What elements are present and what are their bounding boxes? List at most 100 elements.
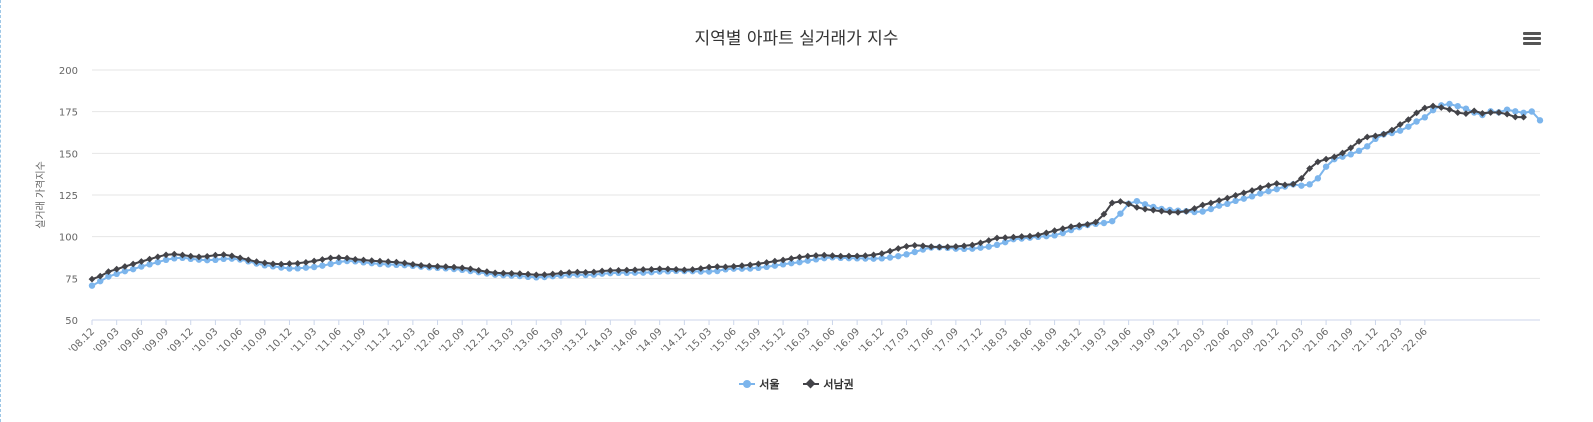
data-point[interactable] [277, 260, 285, 268]
data-point[interactable] [1199, 208, 1206, 215]
data-point[interactable] [878, 250, 886, 257]
data-point[interactable] [212, 251, 219, 259]
data-point[interactable] [886, 247, 894, 255]
data-point[interactable] [310, 257, 318, 265]
data-point[interactable] [648, 265, 655, 273]
data-point[interactable] [1100, 219, 1108, 227]
data-point[interactable] [310, 263, 318, 271]
data-point[interactable] [146, 255, 153, 263]
data-point[interactable] [1215, 197, 1223, 204]
data-point[interactable] [508, 269, 515, 277]
data-point[interactable] [952, 243, 960, 250]
data-point[interactable] [318, 256, 326, 263]
data-point[interactable] [1117, 210, 1124, 217]
data-point[interactable] [1141, 205, 1149, 213]
data-point[interactable] [1528, 108, 1535, 115]
data-point[interactable] [1051, 232, 1058, 239]
data-point[interactable] [829, 252, 836, 260]
data-point[interactable] [895, 252, 902, 260]
data-point[interactable] [319, 262, 326, 269]
data-point[interactable] [1388, 126, 1396, 134]
data-point[interactable] [977, 244, 984, 251]
data-point[interactable] [1404, 116, 1412, 124]
data-point[interactable] [878, 255, 886, 262]
data-point[interactable] [1075, 221, 1083, 229]
data-point[interactable] [1191, 205, 1198, 212]
data-point[interactable] [409, 260, 417, 268]
data-point[interactable] [903, 251, 910, 258]
data-point[interactable] [1273, 185, 1280, 193]
data-point[interactable] [137, 258, 145, 265]
data-point[interactable] [138, 263, 145, 270]
data-point[interactable] [886, 254, 894, 261]
data-point[interactable] [1273, 180, 1281, 187]
data-point[interactable] [911, 248, 918, 256]
data-point[interactable] [919, 242, 927, 250]
data-point[interactable] [713, 263, 721, 271]
data-point[interactable] [755, 264, 762, 272]
data-point[interactable] [1207, 205, 1215, 213]
data-point[interactable] [121, 263, 129, 270]
data-point[interactable] [1232, 197, 1239, 205]
data-point[interactable] [977, 239, 984, 247]
data-point[interactable] [623, 266, 631, 274]
data-point[interactable] [1034, 231, 1042, 239]
data-point[interactable] [294, 265, 301, 272]
legend-item-seoul[interactable]: 서울 [739, 376, 780, 392]
data-point[interactable] [1117, 198, 1124, 205]
data-point[interactable] [1224, 200, 1231, 208]
data-point[interactable] [286, 260, 293, 268]
data-point[interactable] [88, 282, 96, 289]
data-point[interactable] [1536, 117, 1544, 124]
data-point[interactable] [1454, 102, 1461, 110]
data-point[interactable] [788, 259, 795, 267]
data-point[interactable] [557, 269, 565, 277]
data-point[interactable] [969, 245, 976, 252]
data-point[interactable] [985, 237, 993, 244]
data-point[interactable] [1166, 208, 1174, 216]
data-point[interactable] [360, 256, 367, 264]
data-point[interactable] [936, 243, 943, 251]
data-point[interactable] [113, 270, 120, 278]
data-point[interactable] [146, 261, 153, 268]
data-point[interactable] [993, 241, 1001, 249]
data-point[interactable] [1314, 175, 1322, 182]
data-point[interactable] [1257, 190, 1264, 197]
data-point[interactable] [1322, 163, 1330, 170]
data-point[interactable] [1322, 155, 1330, 163]
data-point[interactable] [738, 262, 746, 270]
data-point[interactable] [228, 252, 236, 260]
data-point[interactable] [1306, 165, 1314, 172]
data-point[interactable] [960, 242, 968, 250]
data-point[interactable] [705, 268, 713, 275]
data-point[interactable] [1364, 143, 1371, 150]
data-point[interactable] [746, 265, 754, 272]
data-point[interactable] [1462, 105, 1470, 112]
data-point[interactable] [870, 251, 877, 259]
data-point[interactable] [582, 268, 590, 276]
data-point[interactable] [343, 254, 351, 262]
data-point[interactable] [1059, 229, 1067, 237]
data-point[interactable] [236, 254, 244, 262]
data-point[interactable] [1339, 153, 1346, 160]
data-point[interactable] [113, 265, 121, 273]
data-point[interactable] [1248, 193, 1256, 200]
data-point[interactable] [1479, 109, 1486, 117]
data-point[interactable] [129, 265, 137, 273]
data-point[interactable] [1396, 127, 1404, 134]
data-point[interactable] [779, 261, 787, 268]
data-point[interactable] [796, 258, 803, 266]
data-point[interactable] [1248, 187, 1256, 194]
data-point[interactable] [327, 254, 334, 262]
data-point[interactable] [993, 234, 1001, 242]
data-point[interactable] [1092, 218, 1100, 226]
data-point[interactable] [1191, 208, 1198, 216]
data-point[interactable] [763, 263, 770, 271]
data-point[interactable] [1199, 201, 1207, 209]
data-point[interactable] [1520, 109, 1527, 117]
data-point[interactable] [968, 241, 976, 249]
data-point[interactable] [187, 252, 195, 260]
data-point[interactable] [1413, 109, 1420, 117]
data-point[interactable] [919, 246, 927, 253]
data-point[interactable] [1182, 207, 1190, 215]
